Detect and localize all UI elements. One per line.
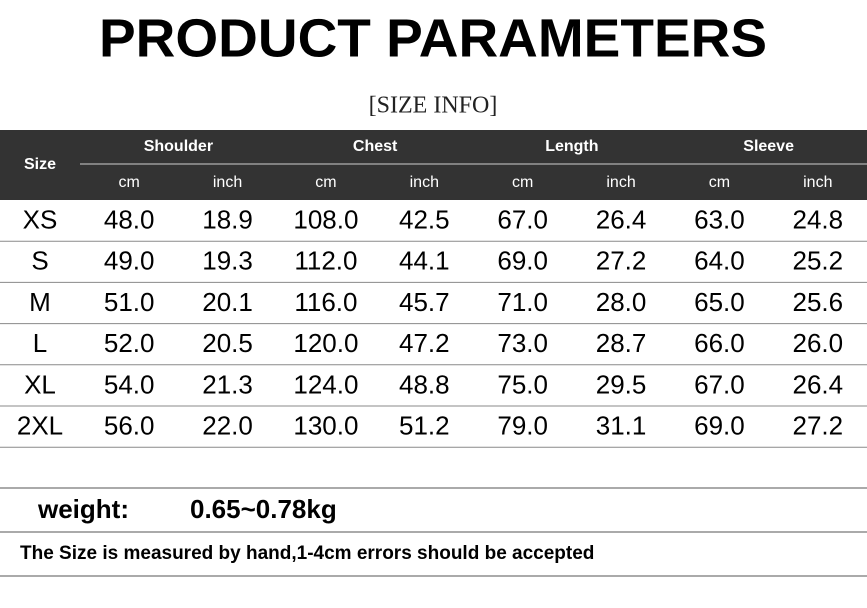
size-cell: 2XL (17, 410, 63, 440)
size-cell: XS (23, 204, 58, 234)
value-cell: 54.0 (104, 369, 155, 399)
value-cell: 28.7 (596, 328, 647, 358)
value-cell: 64.0 (694, 246, 745, 276)
group-header: Chest (353, 138, 398, 155)
value-cell: 20.5 (202, 328, 253, 358)
size-cell: S (31, 246, 48, 276)
value-cell: 20.1 (202, 287, 253, 317)
value-cell: 56.0 (104, 410, 155, 440)
value-cell: 71.0 (497, 287, 548, 317)
value-cell: 49.0 (104, 246, 155, 276)
value-cell: 63.0 (694, 204, 745, 234)
note: The Size is measured by hand,1-4cm error… (20, 543, 594, 564)
value-cell: 69.0 (694, 410, 745, 440)
group-header: Shoulder (144, 138, 213, 155)
subtitle: [SIZE INFO] (369, 93, 498, 119)
value-cell: 44.1 (399, 246, 450, 276)
value-cell: 25.6 (793, 287, 844, 317)
value-cell: 67.0 (497, 204, 548, 234)
value-cell: 112.0 (294, 246, 357, 276)
value-cell: 26.0 (793, 328, 844, 358)
value-cell: 48.8 (399, 369, 450, 399)
value-cell: 21.3 (202, 369, 253, 399)
size-cell: XL (24, 369, 56, 399)
unit-header: cm (315, 174, 336, 191)
size-cell: M (29, 287, 51, 317)
value-cell: 65.0 (694, 287, 745, 317)
value-cell: 51.0 (104, 287, 155, 317)
value-cell: 27.2 (596, 246, 647, 276)
size-header: Size (24, 156, 56, 173)
value-cell: 52.0 (104, 328, 155, 358)
value-cell: 42.5 (399, 204, 450, 234)
group-header: Sleeve (743, 138, 794, 155)
size-cell: L (33, 328, 47, 358)
title: PRODUCT PARAMETERS (99, 8, 767, 68)
weight-value: 0.65~0.78kg (190, 494, 337, 524)
value-cell: 51.2 (399, 410, 450, 440)
value-cell: 29.5 (596, 369, 647, 399)
unit-header: cm (512, 174, 533, 191)
unit-header: cm (709, 174, 730, 191)
unit-header: inch (606, 174, 635, 191)
value-cell: 28.0 (596, 287, 647, 317)
value-cell: 24.8 (793, 204, 844, 234)
value-cell: 26.4 (793, 369, 844, 399)
value-cell: 67.0 (694, 369, 745, 399)
unit-header: inch (213, 174, 242, 191)
value-cell: 116.0 (294, 287, 357, 317)
value-cell: 79.0 (497, 410, 548, 440)
value-cell: 25.2 (793, 246, 844, 276)
value-cell: 69.0 (497, 246, 548, 276)
value-cell: 18.9 (202, 204, 253, 234)
value-cell: 26.4 (596, 204, 647, 234)
value-cell: 27.2 (793, 410, 844, 440)
unit-header: inch (803, 174, 832, 191)
unit-header: inch (410, 174, 439, 191)
value-cell: 22.0 (202, 410, 253, 440)
value-cell: 75.0 (497, 369, 548, 399)
value-cell: 130.0 (293, 410, 358, 440)
value-cell: 66.0 (694, 328, 745, 358)
unit-header: cm (119, 174, 140, 191)
value-cell: 31.1 (596, 410, 647, 440)
value-cell: 120.0 (293, 328, 358, 358)
weight-label: weight: (37, 494, 129, 524)
group-header: Length (545, 138, 598, 155)
value-cell: 73.0 (497, 328, 548, 358)
value-cell: 47.2 (399, 328, 450, 358)
table-header-bg (0, 130, 867, 200)
value-cell: 48.0 (104, 204, 155, 234)
value-cell: 45.7 (399, 287, 450, 317)
value-cell: 108.0 (293, 204, 358, 234)
value-cell: 124.0 (293, 369, 358, 399)
value-cell: 19.3 (202, 246, 253, 276)
